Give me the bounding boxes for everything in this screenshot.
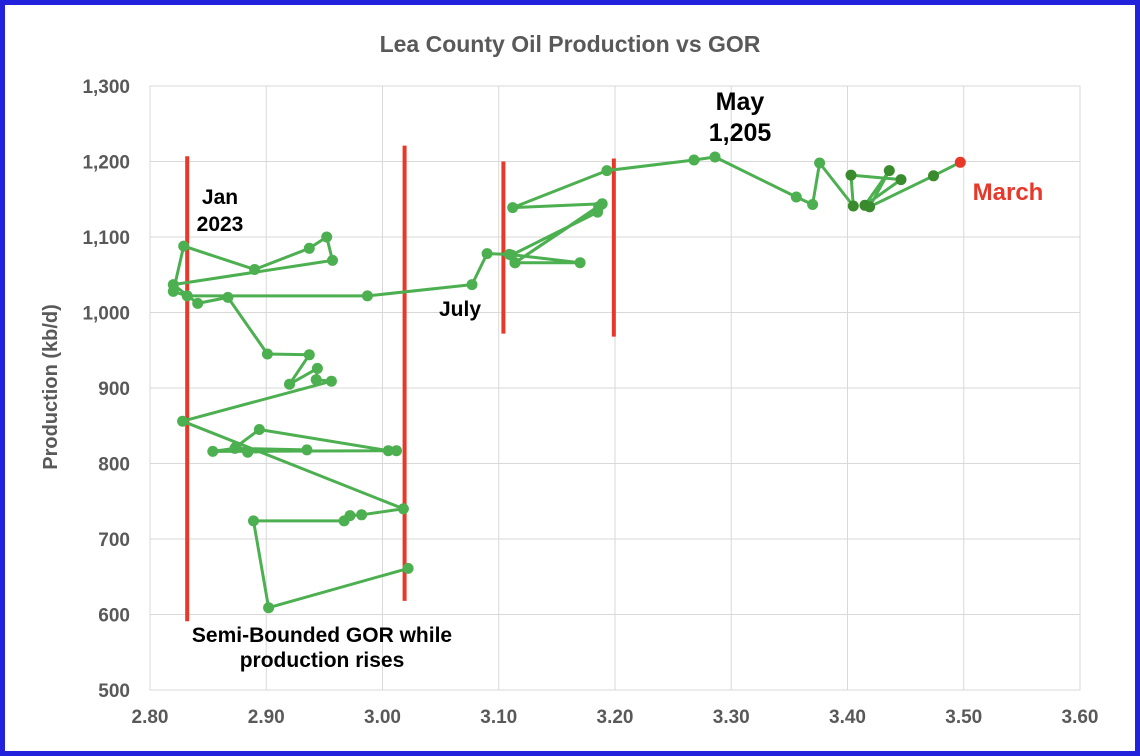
data-point	[248, 515, 259, 527]
y-tick-label: 1,300	[82, 77, 130, 98]
annotation-line: 1,205	[709, 119, 772, 147]
data-point	[361, 290, 373, 302]
annotation-semi: Semi-Bounded GOR while production rises	[192, 624, 452, 672]
data-point	[596, 198, 608, 210]
data-point	[397, 503, 409, 515]
data-point	[391, 445, 402, 457]
annotation-march: March	[973, 179, 1044, 206]
data-point	[263, 602, 275, 614]
recent-data-point	[883, 165, 895, 177]
data-point	[321, 231, 333, 243]
red-vertical-markers	[185, 145, 616, 622]
annotation-july: July	[439, 298, 481, 321]
annotation-jan: Jan 2023	[197, 186, 244, 236]
x-tick-label: 3.50	[945, 707, 982, 728]
data-point	[356, 509, 368, 521]
data-point	[310, 374, 322, 386]
annotations: Jan 2023 July May 1,205 March Semi-Bounded GOR…	[192, 88, 1043, 672]
y-tick-label: 1,200	[82, 153, 130, 174]
x-tick-label: 2.90	[248, 707, 285, 728]
data-point	[402, 562, 414, 574]
data-point	[284, 378, 295, 390]
data-point	[230, 441, 242, 453]
data-point	[253, 424, 265, 435]
data-point	[207, 445, 219, 457]
data-point	[688, 154, 700, 166]
data-point	[167, 285, 179, 297]
data-point	[807, 199, 819, 210]
data-point	[249, 264, 261, 275]
data-point	[601, 165, 613, 177]
data-point	[192, 297, 204, 309]
data-point	[481, 248, 493, 260]
data-point	[181, 290, 193, 302]
annotation-line: 2023	[197, 213, 244, 236]
annotation-line: March	[973, 179, 1044, 206]
x-tick-label: 2.80	[132, 707, 169, 728]
x-tick-label: 3.10	[480, 707, 517, 728]
data-point	[325, 375, 337, 387]
annotation-line: Semi-Bounded GOR while	[192, 624, 452, 647]
data-point	[790, 191, 802, 203]
y-tick-label: 500	[98, 681, 130, 702]
x-tick-label: 3.00	[364, 707, 401, 728]
data-point	[261, 348, 273, 360]
data-point	[242, 446, 254, 458]
data-point	[311, 362, 323, 374]
recent-data-point	[847, 200, 859, 212]
data-point	[574, 257, 586, 269]
y-tick-label: 800	[98, 455, 130, 476]
data-point	[177, 415, 189, 427]
recent-data-point	[895, 174, 907, 186]
y-tick-label: 1,000	[82, 304, 130, 325]
recent-data-point	[864, 201, 876, 213]
data-series	[167, 151, 966, 614]
data-point	[507, 202, 519, 214]
data-point	[509, 257, 521, 269]
data-point	[301, 444, 313, 456]
y-tick-label: 1,100	[82, 228, 130, 249]
data-point	[327, 254, 338, 266]
y-tick-label: 900	[98, 379, 130, 400]
chart-title: Lea County Oil Production vs GOR	[380, 31, 761, 57]
annotation-line: July	[439, 298, 481, 321]
data-point	[303, 349, 315, 361]
annotation-line: Jan	[202, 186, 238, 209]
data-point	[222, 291, 234, 303]
x-axis-ticks: 2.80 2.90 3.00 3.10 3.20 3.30 3.40 3.50 3.60	[132, 707, 1099, 728]
annotation-may: May 1,205	[709, 88, 772, 147]
data-point	[709, 151, 721, 163]
y-tick-label: 600	[98, 606, 130, 627]
data-point	[382, 445, 394, 457]
recent-data-point	[928, 170, 939, 182]
annotation-line: May	[716, 88, 765, 116]
x-tick-label: 3.30	[713, 707, 750, 728]
latest-data-point	[954, 156, 966, 168]
y-tick-label: 700	[98, 530, 130, 551]
y-axis-label: Production (kb/d)	[40, 304, 62, 470]
x-tick-label: 3.40	[829, 707, 866, 728]
data-point	[466, 279, 478, 291]
y-axis-ticks: 500 600 700 800 900 1,000 1,100 1,200 1,300	[82, 77, 130, 702]
annotation-line: production rises	[240, 649, 405, 672]
x-tick-label: 3.20	[597, 707, 634, 728]
recent-data-point	[845, 169, 857, 181]
data-point	[303, 242, 315, 254]
data-point	[814, 157, 826, 169]
data-point	[344, 510, 356, 522]
x-tick-label: 3.60	[1062, 707, 1099, 728]
data-point	[178, 240, 190, 252]
